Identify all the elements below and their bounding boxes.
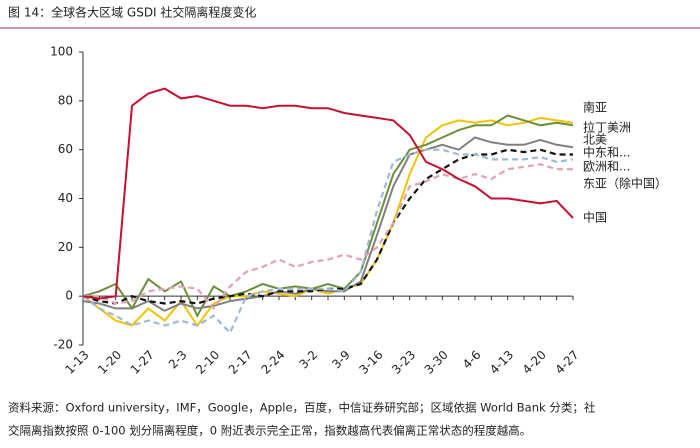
- source-line: 交隔离指数按照 0-100 划分隔离程度，0 附近表示完全正常，指数越高代表偏离…: [8, 424, 531, 438]
- x-tick-label: 2-10: [193, 348, 222, 377]
- x-tick-label: 2-3: [166, 348, 190, 372]
- series-line: [82, 148, 574, 335]
- x-tick-label: 1-20: [95, 348, 124, 377]
- x-tick-label: 3-2: [296, 348, 320, 372]
- y-tick-label: 0: [65, 289, 73, 303]
- y-tick-label: 40: [58, 191, 73, 205]
- x-tick-label: 3-30: [422, 348, 451, 377]
- x-tick-label: 4-20: [520, 348, 549, 377]
- y-tick-label: 80: [58, 93, 73, 107]
- chart-title: 图 14：全球各大区域 GSDI 社交隔离程度变化: [8, 5, 256, 20]
- x-tick-label: 1-13: [62, 348, 91, 377]
- series-line: [82, 136, 574, 312]
- x-tick-label: 2-17: [226, 348, 255, 377]
- legend-label: 中东和...: [583, 145, 630, 160]
- series-line: [82, 87, 574, 300]
- x-tick-label: 1-27: [128, 348, 157, 377]
- legend-label: 中国: [583, 210, 607, 225]
- legend-label: 东亚（除中国）: [583, 176, 667, 191]
- x-tick-label: 4-13: [487, 348, 516, 377]
- x-tick-label: 4-27: [552, 348, 581, 377]
- x-tick-label: 3-23: [389, 348, 418, 377]
- series-line: [82, 148, 573, 305]
- source-line: 资料来源：Oxford university，IMF，Google，Apple，…: [8, 401, 596, 415]
- x-tick-label: 3-16: [356, 348, 385, 377]
- y-tick-label: -20: [53, 338, 73, 352]
- y-tick-label: 100: [50, 45, 73, 59]
- y-tick-label: 20: [58, 240, 73, 254]
- x-tick-label: 3-9: [329, 348, 353, 372]
- legend-label: 欧洲和...: [583, 160, 630, 174]
- x-tick-label: 4-6: [460, 348, 484, 372]
- y-tick-label: 60: [58, 142, 73, 156]
- series-line: [82, 114, 574, 318]
- series-line: [83, 163, 573, 311]
- legend-label: 北美: [583, 133, 607, 147]
- x-tick-label: 2-24: [258, 348, 287, 377]
- legend-label: 南亚: [583, 100, 607, 115]
- legend-label: 拉丁美洲: [583, 120, 631, 135]
- series-line: [82, 116, 574, 328]
